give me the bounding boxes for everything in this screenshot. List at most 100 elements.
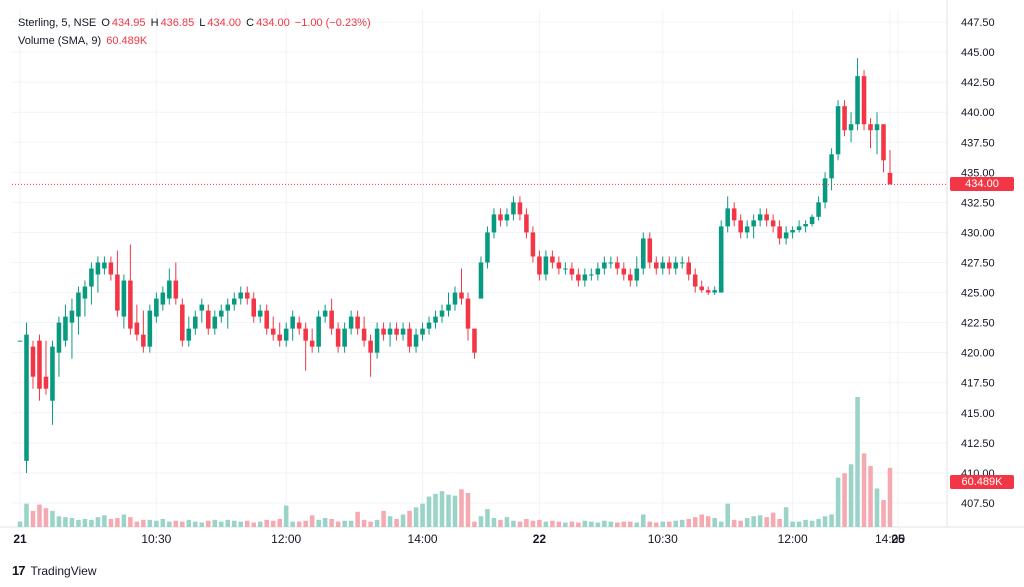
candle-body [861, 76, 867, 125]
symbol-label[interactable]: Sterling, 5, NSE [18, 17, 97, 29]
candle-body [193, 316, 198, 329]
candle-body [491, 214, 497, 233]
candle-body [465, 298, 471, 329]
volume-bar [816, 518, 821, 527]
ohlc-legend: Sterling, 5, NSE O 434.95 H 436.85 L 434.00… [18, 17, 373, 29]
candle-body [705, 290, 711, 293]
candle-body [348, 316, 354, 329]
candle-body [848, 124, 854, 131]
price-axis: 447.50 445.00 442.50 440.00 437.50 435.00 432.… [961, 17, 995, 510]
volume-bar [231, 520, 237, 527]
candle-body [56, 322, 62, 353]
volume-bar [809, 520, 815, 527]
time-tick-label: 12:00 [778, 532, 808, 546]
volume-bar [102, 515, 107, 527]
tradingview-logo-icon[interactable]: 17 [12, 563, 26, 578]
price-tick-label: 445.00 [961, 47, 995, 59]
candle-body [660, 262, 666, 269]
volume-bar [621, 521, 627, 527]
volume-bar [407, 510, 412, 527]
time-tick-label: 10:30 [141, 532, 171, 546]
candle-body [602, 262, 607, 269]
candle-body [517, 202, 523, 215]
close-value: 434.00 [256, 17, 290, 29]
candle-body [102, 262, 107, 269]
price-tick-label: 422.50 [961, 318, 995, 330]
volume-bar [543, 521, 549, 527]
candle-body [387, 328, 393, 335]
candle-body [335, 328, 341, 347]
volume-bar [465, 492, 471, 527]
last-price-tag: 434.00 [950, 177, 1014, 192]
candle-body [361, 328, 367, 341]
candle-body [647, 238, 653, 263]
candle-body [816, 202, 821, 217]
volume-bar [647, 521, 653, 527]
candle-body [673, 262, 679, 269]
volume-label[interactable]: Volume (SMA, 9) [18, 35, 102, 47]
volume-bar [316, 519, 321, 527]
candle-body [744, 226, 750, 233]
candle-body [24, 334, 29, 461]
volume-bar [790, 521, 795, 527]
candle-body [322, 310, 328, 317]
volume-bar [212, 519, 218, 527]
volume-bar [641, 514, 646, 527]
volume-bar [134, 521, 140, 527]
volume-bar [511, 520, 516, 527]
volume-bar [180, 521, 185, 527]
volume-bar [712, 518, 717, 527]
volume-bar [277, 518, 282, 527]
volume-bar [56, 516, 62, 527]
candle-body [731, 208, 737, 221]
volume-bar [751, 516, 756, 527]
candle-body [718, 226, 724, 293]
candle-body [212, 316, 218, 329]
candle-body [115, 274, 120, 311]
volume-bar [63, 517, 68, 527]
price-tick-label: 440.00 [961, 107, 995, 119]
volume-bar [757, 515, 763, 527]
volume-bar [478, 516, 484, 527]
candle-body [225, 304, 231, 311]
volume-bar [491, 518, 497, 527]
volume-bar [121, 514, 127, 527]
candle-body [472, 328, 477, 353]
volume-bar [251, 522, 257, 527]
candle-body [855, 76, 860, 125]
volume-bar [666, 521, 672, 527]
volume-bar [764, 517, 769, 527]
volume-bar [738, 520, 743, 527]
brand-text[interactable]: TradingView [30, 563, 97, 578]
volume-bar [160, 518, 166, 527]
candle-body [829, 154, 834, 179]
volume-bar [874, 488, 880, 527]
candle-body [777, 226, 782, 239]
candle-body [368, 340, 373, 353]
volume-bar [128, 517, 133, 527]
candle-body [524, 214, 529, 233]
volume-bar [673, 520, 679, 527]
time-tick-label: 12:00 [271, 532, 301, 546]
candle-body [446, 304, 451, 311]
candle-body [121, 280, 127, 317]
high-value: 436.85 [160, 17, 195, 29]
candle-body [257, 310, 263, 317]
volume-bar [355, 511, 360, 527]
volume-bar [264, 519, 269, 527]
candle-body [141, 334, 146, 347]
candle-body [641, 238, 646, 269]
volume-bar [602, 520, 607, 527]
candle-body [186, 328, 192, 341]
volume-bar [374, 519, 380, 527]
volume-bar [433, 493, 438, 527]
candle-body [167, 280, 172, 299]
candle-body [653, 262, 659, 269]
volume-bar [452, 495, 458, 527]
candle-body [199, 304, 205, 311]
volume-bar [167, 521, 172, 527]
volume-tag: 60.489K [950, 475, 1014, 489]
close-label: C [246, 17, 255, 29]
volume-bar [628, 521, 633, 527]
